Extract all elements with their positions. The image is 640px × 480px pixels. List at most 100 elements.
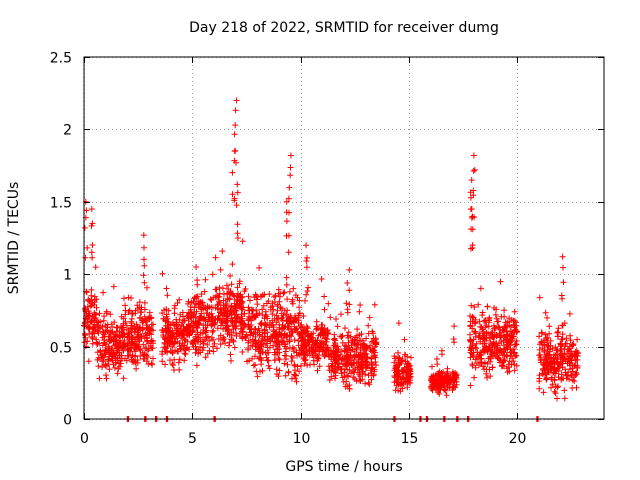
data-point bbox=[470, 152, 477, 159]
data-point bbox=[562, 356, 568, 363]
data-point bbox=[114, 354, 121, 361]
data-point bbox=[123, 322, 130, 329]
data-point bbox=[282, 343, 288, 350]
data-point bbox=[130, 357, 137, 364]
data-point bbox=[402, 378, 409, 385]
data-point bbox=[363, 350, 370, 357]
data-point bbox=[271, 293, 278, 300]
data-point bbox=[278, 339, 285, 346]
data-point bbox=[368, 338, 375, 345]
data-point bbox=[343, 300, 350, 307]
data-point bbox=[253, 307, 260, 313]
data-point bbox=[512, 341, 519, 347]
data-point bbox=[139, 325, 146, 332]
data-point bbox=[467, 331, 473, 338]
data-point bbox=[444, 384, 451, 390]
data-point bbox=[298, 321, 305, 328]
data-point bbox=[332, 372, 339, 379]
data-point bbox=[395, 371, 402, 378]
data-point bbox=[511, 367, 518, 374]
data-point bbox=[364, 344, 371, 351]
data-point bbox=[291, 337, 298, 343]
data-point bbox=[551, 364, 558, 371]
data-point bbox=[372, 343, 379, 350]
data-point bbox=[286, 326, 292, 333]
data-point bbox=[555, 374, 562, 381]
data-point bbox=[175, 359, 182, 366]
data-point bbox=[468, 350, 475, 357]
data-point bbox=[545, 343, 551, 350]
data-point bbox=[293, 325, 300, 332]
data-point bbox=[492, 311, 499, 318]
data-point bbox=[81, 224, 88, 231]
data-point bbox=[137, 309, 144, 316]
data-point bbox=[559, 253, 566, 260]
data-point bbox=[223, 322, 230, 329]
data-point bbox=[344, 353, 351, 360]
data-point bbox=[98, 352, 105, 359]
data-point bbox=[253, 368, 260, 375]
chart-title: Day 218 of 2022, SRMTID for receiver dum… bbox=[189, 20, 499, 36]
data-point bbox=[137, 315, 144, 322]
data-point bbox=[164, 292, 171, 299]
data-point bbox=[88, 206, 95, 212]
data-point bbox=[278, 332, 285, 339]
data-point bbox=[408, 354, 414, 361]
data-point bbox=[451, 378, 458, 385]
data-point bbox=[318, 321, 325, 328]
data-point bbox=[283, 352, 290, 359]
data-point bbox=[559, 295, 566, 302]
data-point bbox=[171, 305, 178, 312]
data-point bbox=[543, 375, 550, 381]
data-point bbox=[304, 288, 311, 294]
data-point bbox=[318, 276, 325, 282]
data-point bbox=[234, 221, 241, 228]
data-point bbox=[169, 341, 176, 348]
data-point bbox=[356, 332, 363, 338]
data-point bbox=[566, 343, 573, 350]
data-point bbox=[401, 336, 408, 343]
data-point bbox=[467, 347, 474, 354]
x-tick-label: 10 bbox=[293, 431, 311, 447]
data-point bbox=[500, 363, 507, 370]
data-point bbox=[121, 343, 128, 350]
data-point bbox=[211, 319, 218, 326]
data-point bbox=[229, 261, 236, 268]
data-point bbox=[569, 362, 576, 368]
data-point bbox=[166, 324, 173, 331]
data-point bbox=[286, 184, 293, 191]
data-point bbox=[302, 297, 308, 304]
x-tick-label: 20 bbox=[509, 431, 527, 447]
data-point bbox=[490, 334, 497, 340]
y-tick-label: 1.5 bbox=[50, 196, 72, 212]
data-point bbox=[451, 323, 458, 330]
data-point bbox=[264, 315, 271, 322]
data-point bbox=[561, 387, 568, 394]
data-point bbox=[270, 324, 277, 330]
data-point bbox=[354, 366, 361, 373]
data-point bbox=[263, 354, 270, 361]
data-point bbox=[513, 337, 520, 344]
data-point bbox=[355, 351, 362, 358]
data-point bbox=[352, 334, 359, 341]
data-point bbox=[121, 355, 128, 362]
data-point bbox=[286, 320, 293, 327]
data-point bbox=[541, 347, 548, 354]
data-point bbox=[285, 195, 292, 202]
data-point bbox=[233, 97, 240, 104]
data-point bbox=[401, 369, 407, 376]
data-point bbox=[216, 284, 223, 291]
data-point bbox=[205, 316, 212, 323]
data-point bbox=[215, 336, 222, 342]
data-point bbox=[252, 291, 259, 298]
data-point bbox=[501, 313, 508, 320]
data-point bbox=[259, 367, 266, 374]
data-point bbox=[557, 343, 564, 350]
data-point bbox=[171, 367, 177, 373]
data-point bbox=[310, 344, 317, 351]
data-point bbox=[230, 337, 237, 344]
data-point bbox=[186, 328, 193, 335]
data-point bbox=[565, 369, 572, 376]
data-point bbox=[315, 355, 322, 362]
data-point bbox=[297, 323, 304, 330]
